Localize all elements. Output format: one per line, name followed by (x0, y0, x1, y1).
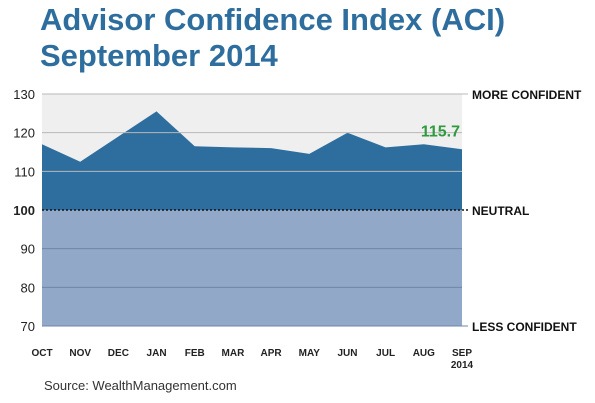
right-label-less-confident: LESS CONFIDENT (472, 320, 577, 334)
x-tick-label-mar: MAR (222, 348, 246, 359)
x-tick-label-may: MAY (299, 348, 321, 359)
y-tick-label-100: 100 (13, 203, 35, 218)
y-tick-label-130: 130 (13, 87, 35, 102)
confidence-area (42, 111, 462, 210)
right-label-more-confident: MORE CONFIDENT (472, 88, 582, 102)
y-tick-label-70: 70 (21, 319, 35, 334)
x-tick-label-jan: JAN (147, 348, 167, 359)
x-tick-label-sep: SEP (452, 348, 472, 359)
y-tick-label-90: 90 (21, 242, 35, 257)
x-tick-label-jul: JUL (376, 348, 395, 359)
x-tick-label-oct: OCT (31, 348, 52, 359)
x-tick-sublabel-sep: 2014 (451, 360, 474, 371)
x-tick-label-aug: AUG (413, 348, 435, 359)
y-tick-label-80: 80 (21, 280, 35, 295)
x-tick-label-dec: DEC (108, 348, 129, 359)
chart-title-line1: Advisor Confidence Index (ACI) (40, 2, 506, 37)
x-tick-label-jun: JUN (337, 348, 357, 359)
below-neutral-band (42, 210, 462, 326)
x-tick-label-nov: NOV (69, 348, 91, 359)
chart-title-line2: September 2014 (40, 38, 278, 73)
x-tick-label-apr: APR (261, 348, 283, 359)
y-tick-label-110: 110 (14, 164, 35, 179)
y-tick-label-120: 120 (13, 126, 35, 141)
latest-value-label: 115.7 (421, 123, 460, 140)
source-note: Source: WealthManagement.com (44, 378, 237, 393)
x-tick-label-feb: FEB (185, 348, 205, 359)
right-label-neutral: NEUTRAL (472, 204, 529, 218)
